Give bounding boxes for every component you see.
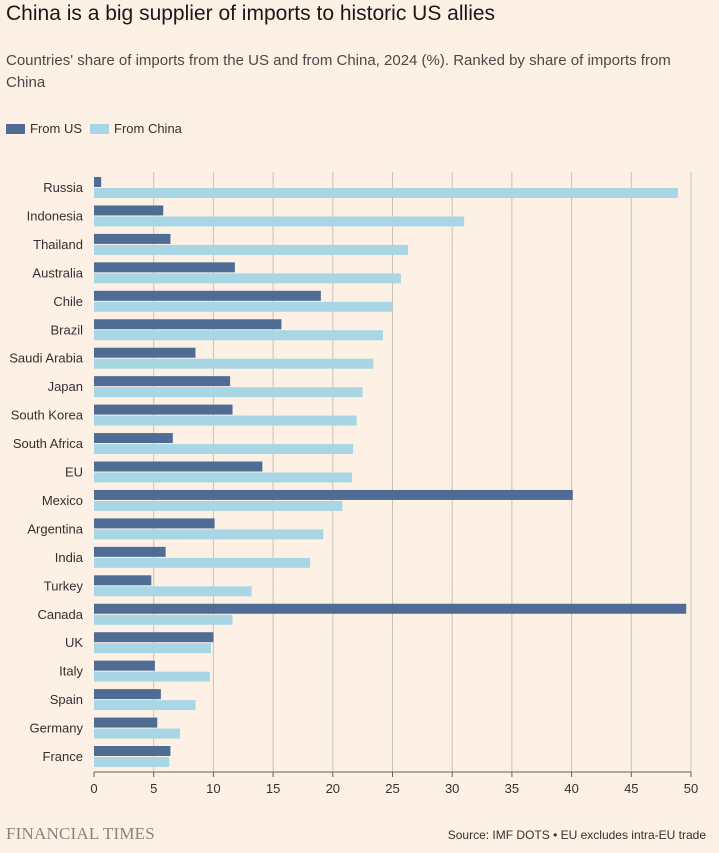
bar-china <box>94 188 678 198</box>
bar-us <box>94 404 233 415</box>
bar-china <box>94 358 374 369</box>
x-tick-label: 40 <box>564 781 578 796</box>
x-tick-label: 50 <box>684 781 698 796</box>
category-label: India <box>55 550 84 565</box>
bar-us <box>94 603 687 614</box>
x-tick-label: 15 <box>266 781 280 796</box>
x-tick-label: 10 <box>206 781 220 796</box>
bar-china <box>94 529 324 540</box>
category-label: Japan <box>48 379 83 394</box>
category-label: Spain <box>50 692 83 707</box>
category-label: Australia <box>32 265 83 280</box>
bar-us <box>94 518 215 529</box>
category-label: Germany <box>30 721 84 736</box>
ft-logo: FINANCIAL TIMES <box>6 824 155 843</box>
category-label: Brazil <box>50 322 83 337</box>
category-label: Italy <box>59 664 83 679</box>
x-tick-label: 20 <box>326 781 340 796</box>
bar-us <box>94 546 166 557</box>
bar-china <box>94 387 363 398</box>
bar-china <box>94 643 212 654</box>
bar-us <box>94 489 573 500</box>
bar-us <box>94 433 173 444</box>
bar-us <box>94 746 171 756</box>
legend-item-us: From US <box>6 121 82 136</box>
bar-china <box>94 301 393 312</box>
x-tick-label: 5 <box>150 781 157 796</box>
legend: From US From China <box>6 121 190 136</box>
category-label: South Africa <box>13 436 84 451</box>
category-label: Argentina <box>27 521 83 536</box>
bar-us <box>94 290 321 301</box>
x-tick-label: 35 <box>505 781 519 796</box>
bar-china <box>94 244 409 255</box>
bar-china <box>94 330 383 341</box>
bar-us <box>94 177 102 187</box>
bar-us <box>94 262 235 273</box>
bar-china <box>94 557 311 568</box>
legend-item-china: From China <box>90 121 182 136</box>
bar-us <box>94 319 282 330</box>
source-note: Source: IMF DOTS • EU excludes intra-EU … <box>447 828 706 842</box>
legend-label-china: From China <box>114 121 182 136</box>
bar-china <box>94 614 233 625</box>
x-tick-label: 25 <box>385 781 399 796</box>
category-label: Chile <box>53 294 83 309</box>
legend-swatch-china <box>90 123 109 134</box>
bar-china <box>94 273 401 284</box>
bar-us <box>94 461 263 472</box>
category-label: UK <box>65 635 83 650</box>
category-label: Russia <box>43 180 84 195</box>
chart-title: China is a big supplier of imports to hi… <box>6 2 496 25</box>
legend-swatch-us <box>6 123 25 134</box>
bar-us <box>94 717 158 728</box>
bar-china <box>94 415 357 426</box>
bar-us <box>94 205 164 216</box>
bar-china <box>94 671 210 682</box>
bar-china <box>94 444 354 455</box>
bar-china <box>94 216 465 227</box>
x-tick-label: 30 <box>445 781 459 796</box>
bar-china <box>94 757 170 767</box>
category-label: Saudi Arabia <box>9 351 83 366</box>
x-tick-label: 45 <box>624 781 638 796</box>
bar-china <box>94 472 352 483</box>
chart-subtitle: Countries' share of imports from the US … <box>6 52 671 91</box>
category-label: Indonesia <box>27 208 84 223</box>
bar-us <box>94 689 161 700</box>
bar-china <box>94 728 180 739</box>
bar-us <box>94 575 152 586</box>
category-label: Thailand <box>33 237 83 252</box>
bar-us <box>94 632 214 643</box>
bar-china <box>94 700 196 711</box>
category-label: Turkey <box>44 578 84 593</box>
category-label: EU <box>65 465 83 480</box>
bar-us <box>94 660 155 671</box>
legend-label-us: From US <box>30 121 82 136</box>
bar-china <box>94 500 343 511</box>
category-label: Mexico <box>42 493 83 508</box>
bar-us <box>94 233 171 244</box>
bar-us <box>94 376 231 387</box>
x-tick-label: 0 <box>90 781 97 796</box>
category-label: Canada <box>37 607 83 622</box>
bar-china <box>94 586 252 597</box>
category-label: France <box>43 749 83 764</box>
category-label: South Korea <box>11 408 84 423</box>
bar-us <box>94 347 196 358</box>
